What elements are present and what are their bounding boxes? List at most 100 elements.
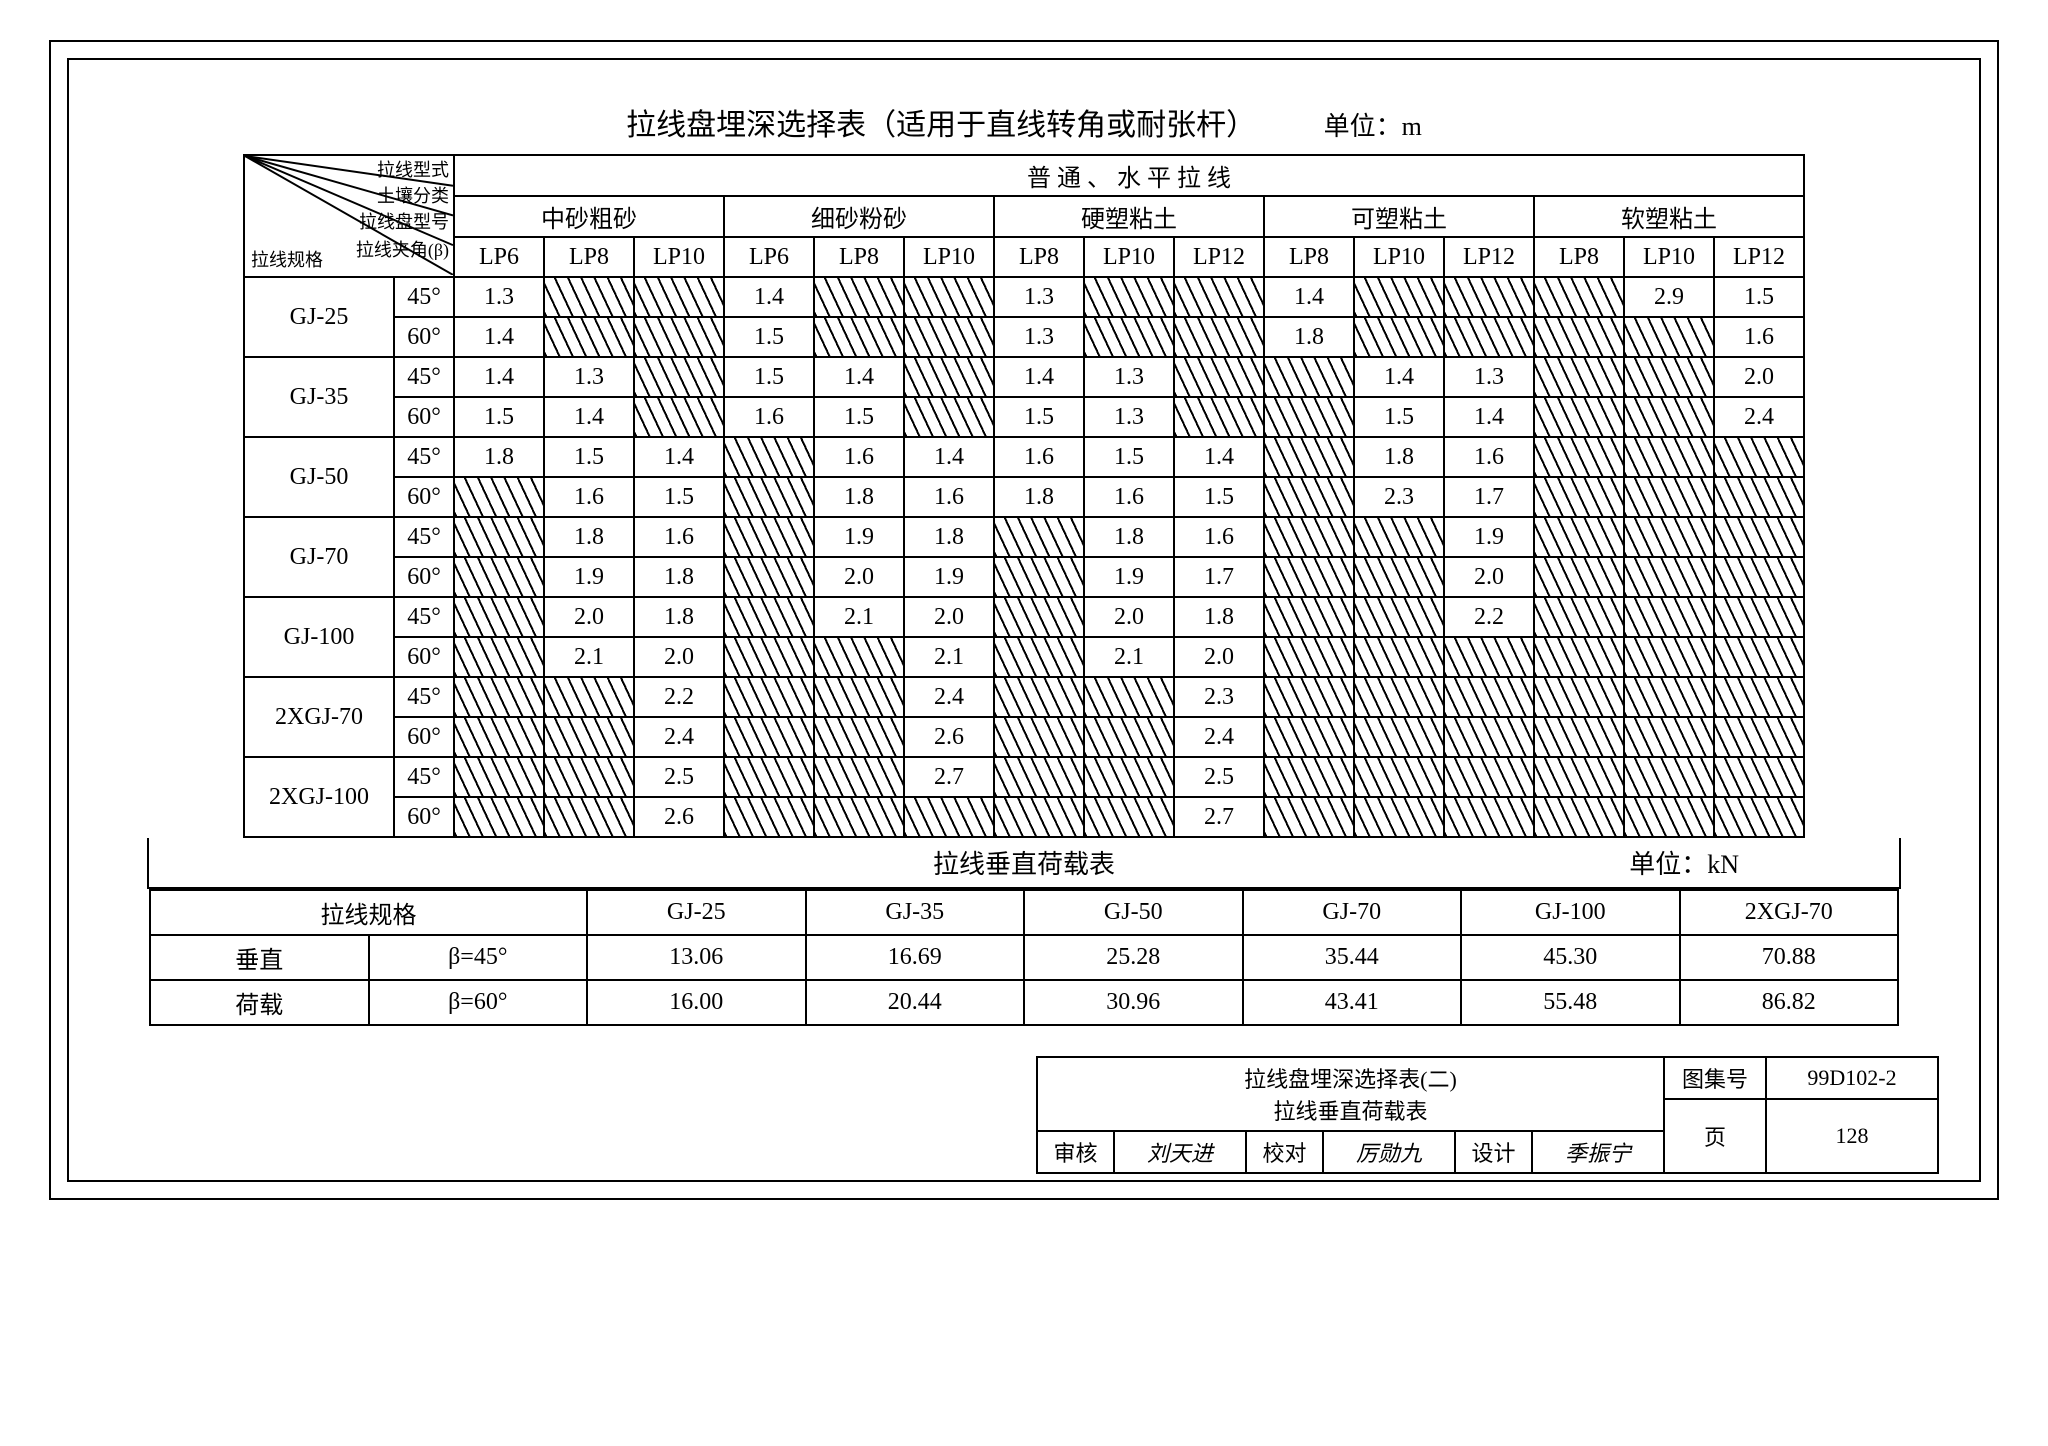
- cell-hatched: [904, 357, 994, 397]
- cell-hatched: [1264, 357, 1354, 397]
- cell-hatched: [1534, 797, 1624, 837]
- lp-header: LP10: [1354, 237, 1444, 277]
- cell-hatched: [544, 757, 634, 797]
- lp-header: LP6: [724, 237, 814, 277]
- tb-jiaodu-label: 校对: [1246, 1131, 1323, 1173]
- cell-hatched: [454, 797, 544, 837]
- cell-value: 2.5: [634, 757, 724, 797]
- cell-value: 1.8: [814, 477, 904, 517]
- cell-hatched: [1264, 557, 1354, 597]
- super-header: 普 通 、 水 平 拉 线: [454, 155, 1804, 196]
- cell-value: 2.0: [904, 597, 994, 637]
- cell-value: 2.5: [1174, 757, 1264, 797]
- cell-hatched: [1354, 797, 1444, 837]
- cell-hatched: [904, 797, 994, 837]
- tb-sheji-sig: 季振宁: [1532, 1131, 1664, 1173]
- cell-value: 1.5: [724, 357, 814, 397]
- cell-hatched: [994, 517, 1084, 557]
- lp-header: LP12: [1174, 237, 1264, 277]
- cell-value: 1.6: [1174, 517, 1264, 557]
- cell-hatched: [1714, 477, 1804, 517]
- cell-value: 2.4: [1174, 717, 1264, 757]
- cell-hatched: [904, 397, 994, 437]
- cell-value: 1.5: [724, 317, 814, 357]
- cell-hatched: [1714, 797, 1804, 837]
- cell-hatched: [724, 677, 814, 717]
- cell-hatched: [1624, 557, 1714, 597]
- cell-value: 1.3: [544, 357, 634, 397]
- cell-hatched: [634, 397, 724, 437]
- cell-hatched: [1444, 757, 1534, 797]
- cell-value: 2.1: [544, 637, 634, 677]
- cell-value: 2.1: [1084, 637, 1174, 677]
- cell-value: 2.4: [1714, 397, 1804, 437]
- tb-tuji-value: 99D102-2: [1766, 1057, 1938, 1099]
- cell-hatched: [724, 797, 814, 837]
- tb-title-line2: 拉线垂直荷载表: [1048, 1094, 1653, 1126]
- cell-value: 1.8: [1174, 597, 1264, 637]
- soil-group-2: 硬塑粘土: [994, 196, 1264, 237]
- cell-value: 1.9: [1084, 557, 1174, 597]
- title-block-table: 拉线盘埋深选择表(二) 拉线垂直荷载表 图集号 99D102-2 页 128 审…: [1036, 1056, 1939, 1174]
- cell-hatched: [454, 477, 544, 517]
- cell-hatched: [724, 717, 814, 757]
- cell-value: 1.4: [1444, 397, 1534, 437]
- cell-hatched: [454, 717, 544, 757]
- cell-value: 1.6: [634, 517, 724, 557]
- cell-value: 1.6: [814, 437, 904, 477]
- tb-page-label: 页: [1664, 1099, 1766, 1173]
- cell-hatched: [1624, 717, 1714, 757]
- cell-hatched: [1624, 437, 1714, 477]
- subtable-title-bar: 拉线垂直荷载表 单位：kN: [147, 838, 1901, 889]
- cell-value: 2.6: [904, 717, 994, 757]
- cell-hatched: [1444, 797, 1534, 837]
- lp-header: LP8: [544, 237, 634, 277]
- lp-header: LP6: [454, 237, 544, 277]
- cell-value: 2.6: [634, 797, 724, 837]
- tb-page-value: 128: [1766, 1099, 1938, 1173]
- cell-value: 2.0: [1444, 557, 1534, 597]
- cell-hatched: [1534, 517, 1624, 557]
- cell-hatched: [454, 677, 544, 717]
- cell-value: 2.1: [904, 637, 994, 677]
- soil-group-0: 中砂粗砂: [454, 196, 724, 237]
- cell-hatched: [1354, 597, 1444, 637]
- cell-value: 1.4: [1174, 437, 1264, 477]
- cell-hatched: [1264, 397, 1354, 437]
- cell-value: 2.4: [634, 717, 724, 757]
- cell-hatched: [1534, 317, 1624, 357]
- cell-hatched: [1264, 637, 1354, 677]
- cell-hatched: [1534, 397, 1624, 437]
- sub-angle: β=45°: [369, 935, 588, 980]
- cell-value: 1.4: [724, 277, 814, 317]
- outer-frame: 拉线盘埋深选择表（适用于直线转角或耐张杆） 单位：m 拉线型式 土壤分类 拉线盘…: [49, 40, 1999, 1200]
- cell-hatched: [1354, 557, 1444, 597]
- cell-value: 1.3: [1084, 397, 1174, 437]
- sub-col-1: GJ-35: [806, 890, 1025, 935]
- spec-label: 2XGJ-100: [244, 757, 394, 837]
- cell-value: 1.6: [1714, 317, 1804, 357]
- cell-hatched: [1714, 717, 1804, 757]
- cell-value: 2.1: [814, 597, 904, 637]
- cell-hatched: [724, 557, 814, 597]
- spec-label: GJ-50: [244, 437, 394, 517]
- cell-hatched: [1714, 637, 1804, 677]
- cell-hatched: [1714, 757, 1804, 797]
- cell-value: 1.5: [1714, 277, 1804, 317]
- lp-header: LP8: [1264, 237, 1354, 277]
- cell-hatched: [1624, 397, 1714, 437]
- cell-hatched: [544, 717, 634, 757]
- cell-hatched: [454, 637, 544, 677]
- cell-hatched: [1084, 757, 1174, 797]
- angle-label: 45°: [394, 757, 454, 797]
- cell-value: 1.3: [454, 277, 544, 317]
- header-diagonal-cell: 拉线型式 土壤分类 拉线盘型号 拉线夹角(β) 拉线规格: [244, 155, 454, 277]
- sub-cell: 45.30: [1461, 935, 1680, 980]
- cell-hatched: [1534, 757, 1624, 797]
- cell-hatched: [814, 277, 904, 317]
- sub-cell: 43.41: [1243, 980, 1462, 1025]
- lp-header: LP12: [1444, 237, 1534, 277]
- cell-hatched: [994, 797, 1084, 837]
- cell-hatched: [994, 597, 1084, 637]
- cell-hatched: [994, 757, 1084, 797]
